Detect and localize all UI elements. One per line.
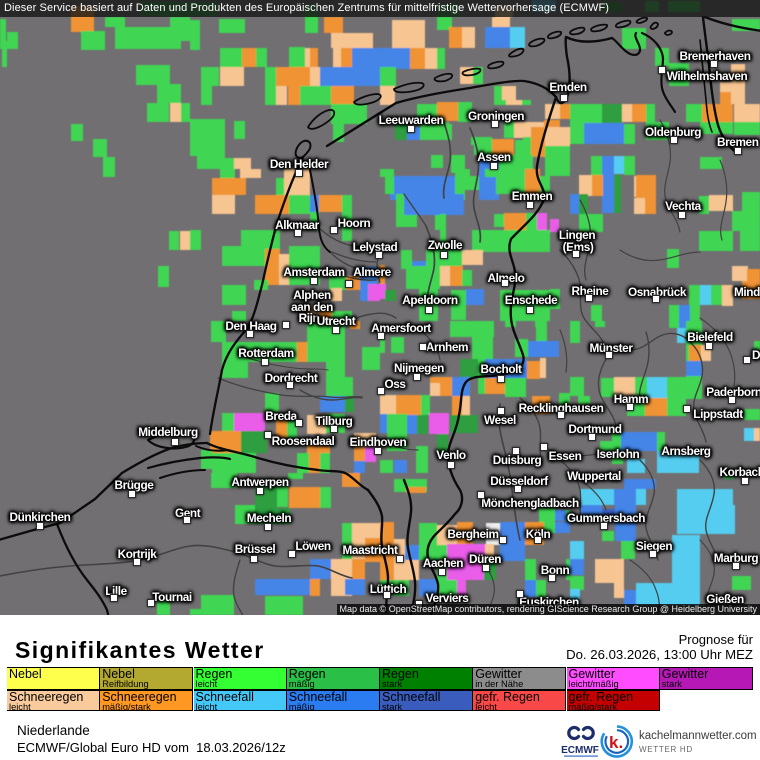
svg-text:k.: k. xyxy=(609,733,623,752)
svg-text:ECMWF: ECMWF xyxy=(561,745,599,756)
